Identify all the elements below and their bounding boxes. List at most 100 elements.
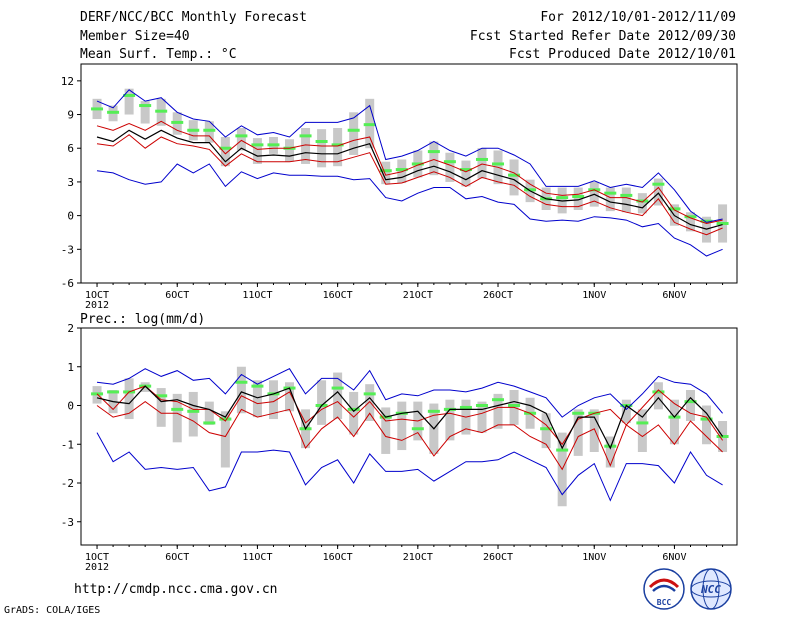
- precip-xtick-label: 21OCT: [403, 552, 433, 563]
- temp-xtick-label: 1OCT: [85, 290, 109, 301]
- temp-box-14: [301, 128, 311, 164]
- precip-line-mean: [96, 385, 724, 450]
- temp-box-8: [204, 121, 214, 143]
- precip-line-lower-spread: [96, 400, 723, 471]
- temp-xtick-label: 6OCT: [165, 290, 189, 301]
- temp-box-10: [236, 128, 246, 151]
- precip-box-38: [685, 390, 695, 421]
- temp-line-lower-spread: [96, 134, 723, 236]
- precip-box-7: [188, 391, 198, 437]
- temp-box-20: [397, 159, 407, 184]
- temp-box-36: [653, 178, 663, 206]
- chart-title: DERF/NCC/BCC Monthly Forecast: [80, 10, 307, 25]
- precip-box-12: [268, 380, 278, 420]
- temp-ytick-label: 0: [67, 210, 74, 223]
- precip-box-16: [333, 372, 343, 420]
- precip-box-34: [621, 399, 631, 423]
- temp-line-upper-spread: [96, 120, 723, 225]
- website-url[interactable]: http://cmdp.ncc.cma.gov.cn: [74, 582, 278, 597]
- precip-line-max: [96, 368, 723, 418]
- temp-ytick-label: -3: [61, 243, 74, 256]
- temp-line-max: [96, 89, 723, 223]
- temp-box-23: [445, 152, 455, 182]
- temp-box-3: [124, 88, 134, 115]
- grads-credit: GrADS: COLA/IGES: [4, 605, 101, 616]
- precip-ytick-label: -1: [61, 438, 74, 451]
- precip-box-37: [669, 399, 679, 445]
- precip-ytick-label: -3: [61, 516, 74, 529]
- precip-box-18: [365, 384, 375, 421]
- precip-box-17: [349, 391, 359, 435]
- precip-box-33: [605, 436, 615, 468]
- precip-box-6: [172, 393, 182, 443]
- temp-box-27: [509, 159, 519, 196]
- temp-xtick-label: 26OCT: [483, 290, 513, 301]
- precip-box-29: [541, 413, 551, 449]
- precip-box-9: [220, 411, 230, 468]
- temp-box-16: [333, 128, 343, 167]
- forecast-started-date: Fcst Started Refer Date 2012/09/30: [469, 29, 736, 44]
- temp-box-11: [252, 138, 262, 164]
- precip-box-31: [573, 409, 583, 456]
- temp-ytick-label: 9: [67, 109, 74, 122]
- temp-xtick-label: 11OCT: [242, 290, 272, 301]
- precip-box-25: [477, 401, 487, 433]
- precip-xtick-label: 26OCT: [483, 552, 513, 563]
- precip-xtick-label: 6OCT: [165, 552, 189, 563]
- temp-plot-frame: [80, 63, 738, 284]
- precip-plot-frame: [80, 327, 738, 546]
- precip-xtick-label: 16OCT: [323, 552, 353, 563]
- forecast-period: For 2012/10/01-2012/11/09: [540, 10, 736, 25]
- precip-box-3: [124, 378, 134, 420]
- temp-xtick-label: 21OCT: [403, 290, 433, 301]
- temp-box-22: [429, 141, 439, 176]
- temp-box-38: [685, 212, 695, 232]
- precip-ytick-label: 1: [67, 361, 74, 374]
- precip-box-36: [653, 382, 663, 410]
- ncc-logo-text: NCC: [700, 583, 721, 596]
- precip-box-8: [204, 401, 214, 425]
- precip-box-39: [702, 405, 712, 445]
- precip-box-10: [236, 366, 246, 414]
- precip-ytick-label: -2: [61, 477, 74, 490]
- temp-line-mean: [96, 129, 723, 230]
- temp-box-33: [605, 187, 615, 212]
- temp-box-4: [140, 101, 150, 124]
- temp-year-label: 2012: [85, 300, 109, 311]
- bcc-logo-text: BCC: [657, 598, 672, 607]
- temp-box-17: [349, 112, 359, 155]
- precip-title: Prec.: log(mm/d): [80, 312, 206, 327]
- temp-ytick-label: 6: [67, 142, 74, 155]
- precip-box-32: [589, 409, 599, 452]
- temp-xtick-label: 1NOV: [582, 290, 606, 301]
- precip-box-23: [445, 399, 455, 441]
- ncc-logo: NCC: [690, 568, 732, 610]
- temp-box-13: [285, 139, 295, 162]
- temp-box-19: [381, 161, 391, 185]
- precip-box-26: [493, 393, 503, 429]
- precip-xtick-label: 6NOV: [662, 552, 686, 563]
- precip-box-35: [637, 409, 647, 452]
- temp-ytick-label: 3: [67, 176, 74, 189]
- precip-ytick-label: 2: [67, 322, 74, 335]
- precip-box-13: [285, 382, 295, 412]
- forecast-produced-date: Fcst Produced Date 2012/10/01: [509, 47, 736, 62]
- bcc-logo: BCC: [643, 568, 685, 610]
- precip-box-11: [252, 380, 262, 418]
- temp-box-9: [220, 137, 230, 167]
- precip-xtick-label: 1NOV: [582, 552, 606, 563]
- member-size: Member Size=40: [80, 29, 190, 44]
- precip-box-5: [156, 388, 166, 427]
- precip-box-20: [397, 401, 407, 451]
- precip-ytick-label: 0: [67, 400, 74, 413]
- precip-box-19: [381, 407, 391, 454]
- temp-line-min: [96, 163, 723, 257]
- variable-label: Mean Surf. Temp.: °C: [80, 47, 237, 62]
- precip-box-15: [317, 380, 327, 425]
- precip-xtick-label: 1OCT: [85, 552, 109, 563]
- precip-xtick-label: 11OCT: [242, 552, 272, 563]
- temp-xtick-label: 6NOV: [662, 290, 686, 301]
